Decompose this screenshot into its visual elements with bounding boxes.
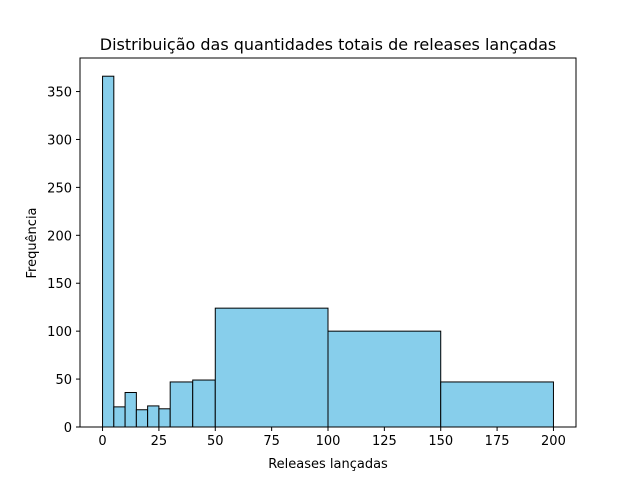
x-tick-label: 175 — [485, 434, 510, 449]
x-tick-label: 75 — [263, 434, 280, 449]
x-axis-label: Releases lançadas — [268, 457, 388, 472]
y-tick-label: 150 — [47, 277, 72, 292]
x-tick-label: 50 — [207, 434, 224, 449]
chart-title: Distribuição das quantidades totais de r… — [100, 35, 557, 54]
y-tick-label: 300 — [47, 133, 72, 148]
histogram-bar-1 — [113, 406, 126, 428]
x-tick-label: 150 — [428, 434, 453, 449]
y-tick-label: 50 — [55, 373, 72, 388]
y-axis-label: Frequência — [25, 207, 40, 278]
histogram-bar-7 — [192, 379, 216, 428]
bars-group — [102, 75, 554, 428]
histogram-bar-9 — [327, 330, 442, 428]
y-tick-label: 0 — [64, 421, 72, 436]
histogram-bar-3 — [135, 409, 149, 428]
x-tick-label: 125 — [372, 434, 397, 449]
x-tick-label: 25 — [151, 434, 168, 449]
histogram-bar-0 — [102, 75, 115, 428]
y-tick-label: 350 — [47, 86, 72, 101]
x-axis: 0 25 50 75 100 125 150 175 200 — [98, 427, 566, 449]
histogram-bar-10 — [440, 381, 554, 428]
y-tick-label: 250 — [47, 181, 72, 196]
x-tick-label: 100 — [316, 434, 341, 449]
histogram-bar-2 — [124, 391, 137, 428]
x-tick-label: 200 — [541, 434, 566, 449]
plot-frame — [79, 57, 577, 428]
y-axis: 0 50 100 150 200 250 300 350 — [47, 86, 80, 436]
histogram-bar-4 — [147, 405, 160, 428]
histogram-bar-5 — [158, 408, 171, 428]
x-tick-label: 0 — [98, 434, 106, 449]
histogram-bar-8 — [214, 307, 329, 428]
y-tick-label: 200 — [47, 229, 72, 244]
histogram-bar-6 — [169, 381, 194, 428]
y-tick-label: 100 — [47, 325, 72, 340]
